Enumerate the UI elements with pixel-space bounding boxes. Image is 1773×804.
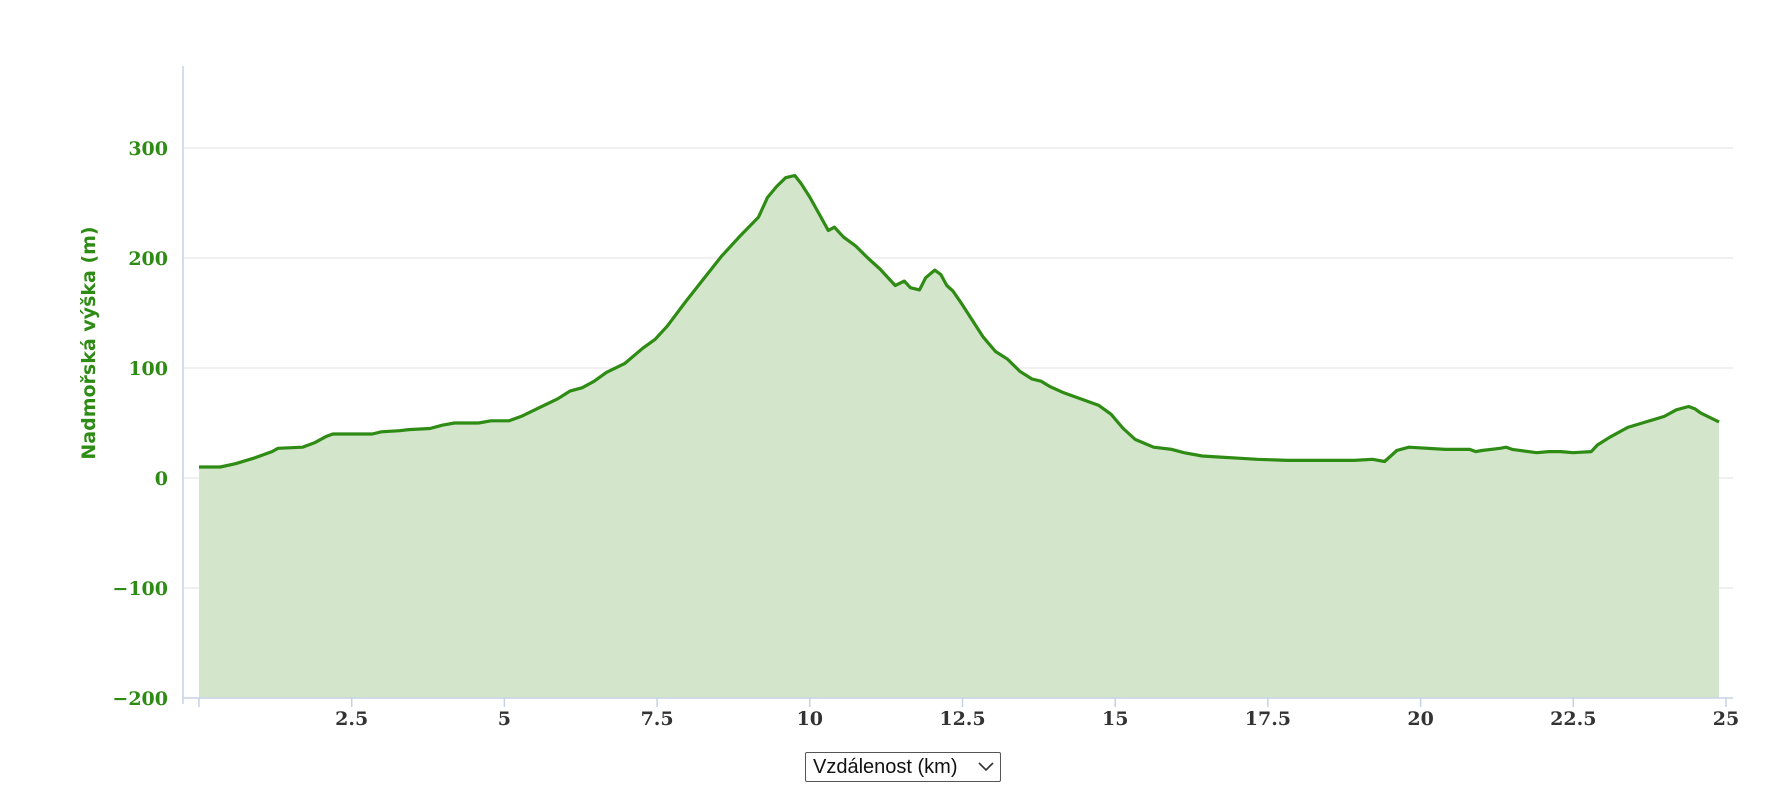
y-axis-ticks: −200 −100 0 100 200 300: [112, 138, 168, 710]
chevron-down-icon: [972, 753, 1000, 781]
x-tick-label: 10: [797, 708, 823, 730]
x-axis-unit-select-value: Vzdálenost (km): [813, 755, 958, 778]
x-tick-label: 12.5: [939, 708, 985, 730]
x-tick-label: 22.5: [1550, 708, 1596, 730]
x-tick-label: 7.5: [641, 708, 674, 730]
x-tick-label: 2.5: [335, 708, 368, 730]
y-tick-label: 0: [155, 468, 168, 490]
x-axis-ticks: 2.5 5 7.5 10 12.5 15 17.5 20 22.5 25: [198, 698, 1739, 730]
x-tick-label: 17.5: [1245, 708, 1291, 730]
x-tick-label: 5: [498, 708, 511, 730]
y-tick-label: 100: [128, 358, 168, 380]
axes: [182, 66, 1733, 704]
x-tick-label: 25: [1713, 708, 1739, 730]
y-tick-label: −100: [112, 578, 168, 600]
elevation-line: [199, 173, 1720, 469]
elevation-area: [199, 175, 1719, 698]
series-layer: [199, 173, 1720, 698]
y-tick-label: 300: [128, 138, 168, 160]
y-axis-title: Nadmořská výška (m): [78, 226, 100, 459]
x-tick-label: 15: [1102, 708, 1128, 730]
x-axis-unit-select[interactable]: Vzdálenost (km): [805, 752, 1001, 782]
y-tick-label: −200: [112, 688, 168, 710]
x-tick-label: 20: [1407, 708, 1433, 730]
y-tick-label: 200: [128, 248, 168, 270]
